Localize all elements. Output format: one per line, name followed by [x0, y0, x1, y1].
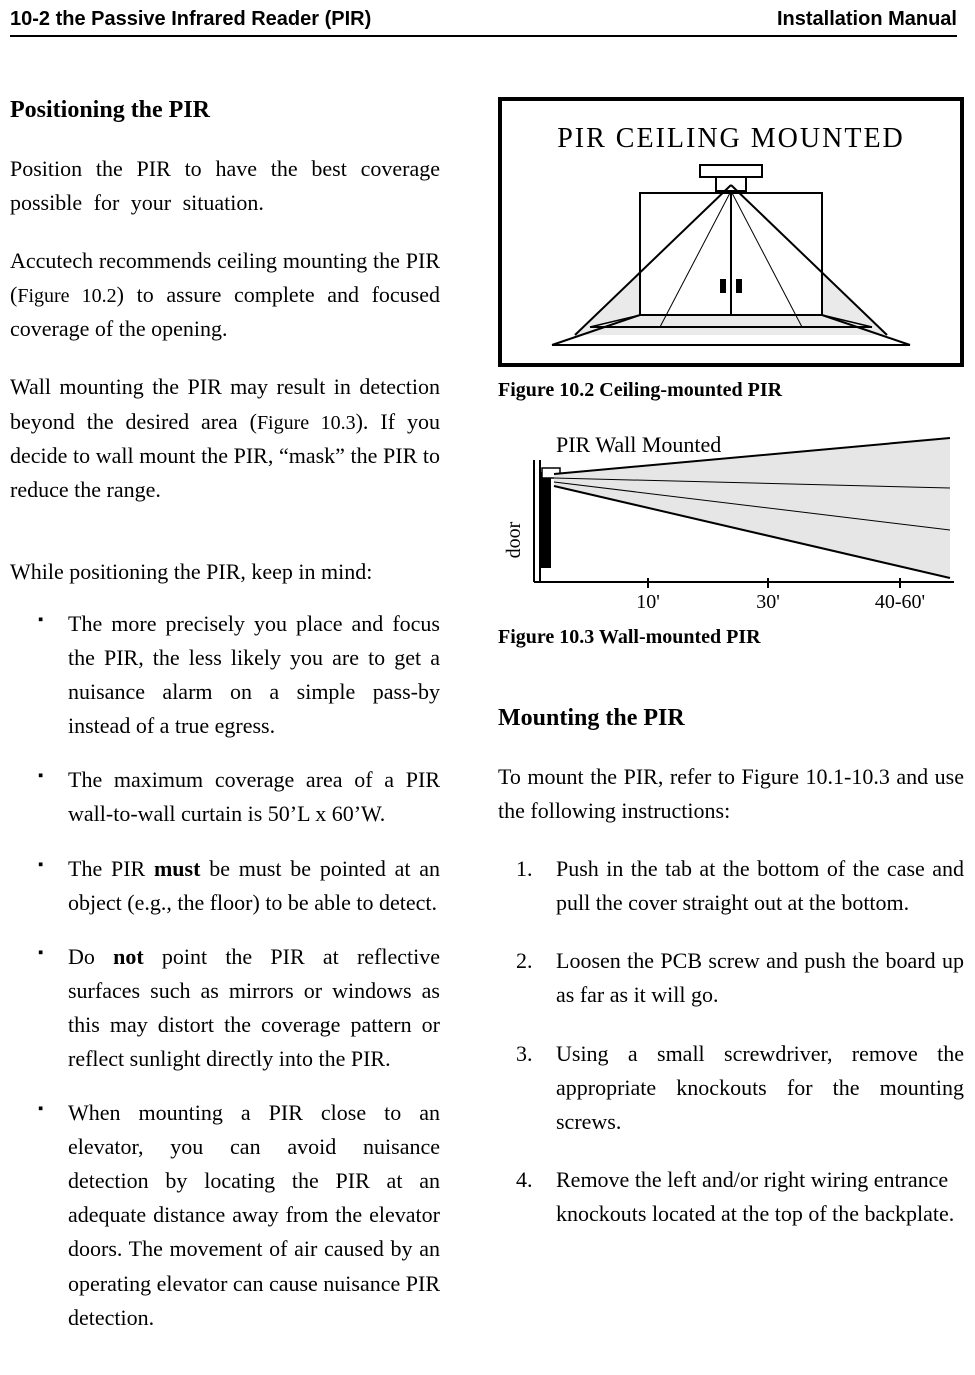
- para-keep-in-mind: While positioning the PIR, keep in mind:: [10, 555, 440, 589]
- figure-10-2-svg: PIR CEILING MOUNTED: [498, 97, 964, 367]
- fig103-door-label: door: [503, 521, 525, 558]
- mounting-steps: Push in the tab at the bottom of the cas…: [498, 852, 964, 1231]
- bullet-max-coverage: The maximum coverage area of a PIR wall-…: [10, 763, 440, 831]
- bullet-must-point: The PIR must be must be pointed at an ob…: [10, 852, 440, 920]
- step-3: Using a small screwdriver, remove the ap…: [498, 1037, 964, 1139]
- step-1: Push in the tab at the bottom of the cas…: [498, 852, 964, 920]
- figure-10-3-caption: Figure 10.3 Wall-mounted PIR: [498, 626, 964, 649]
- text: The PIR: [68, 856, 154, 881]
- tick-30: 30': [756, 591, 780, 613]
- bullet-do-not-reflective: Do not point the PIR at reflective surfa…: [10, 940, 440, 1076]
- step-4: Remove the left and/or right wiring entr…: [498, 1163, 964, 1231]
- figure-10-2-caption: Figure 10.2 Ceiling-mounted PIR: [498, 379, 964, 402]
- para-ceiling-recommend: Accutech recommends ceiling mounting the…: [10, 244, 440, 346]
- tick-10: 10': [636, 591, 660, 613]
- bullet-elevator: When mounting a PIR close to an elevator…: [10, 1096, 440, 1335]
- figure-10-3-svg: PIR Wall Mounted door: [498, 430, 960, 614]
- heading-positioning: Positioning the PIR: [10, 97, 440, 124]
- columns: Positioning the PIR Position the PIR to …: [10, 97, 957, 1355]
- para-mount-intro: To mount the PIR, refer to Figure 10.1-1…: [498, 760, 964, 828]
- fig102-title: PIR CEILING MOUNTED: [557, 123, 905, 154]
- fig103-title: PIR Wall Mounted: [556, 432, 721, 457]
- kw-not: not: [113, 944, 144, 969]
- right-column: PIR CEILING MOUNTED: [498, 97, 964, 1355]
- figure-ref-10-3: Figure 10.3: [257, 412, 356, 434]
- positioning-bullets: The more precisely you place and focus t…: [10, 607, 440, 1335]
- figure-ref-10-2: Figure 10.2: [17, 285, 116, 307]
- bullet-precision: The more precisely you place and focus t…: [10, 607, 440, 743]
- page-root: 10-2 the Passive Infrared Reader (PIR) I…: [0, 0, 975, 1375]
- para-wall-mask: Wall mounting the PIR may result in dete…: [10, 370, 440, 506]
- page-header: 10-2 the Passive Infrared Reader (PIR) I…: [10, 8, 957, 37]
- para-position-best: Position the PIR to have the best covera…: [10, 152, 440, 220]
- tick-40-60: 40-60': [875, 591, 925, 613]
- text: Do: [68, 944, 113, 969]
- header-left: 10-2 the Passive Infrared Reader (PIR): [10, 8, 371, 31]
- heading-mounting: Mounting the PIR: [498, 705, 964, 732]
- left-column: Positioning the PIR Position the PIR to …: [10, 97, 440, 1355]
- step-2: Loosen the PCB screw and push the board …: [498, 944, 964, 1012]
- kw-must: must: [154, 856, 200, 881]
- header-right: Installation Manual: [777, 8, 957, 31]
